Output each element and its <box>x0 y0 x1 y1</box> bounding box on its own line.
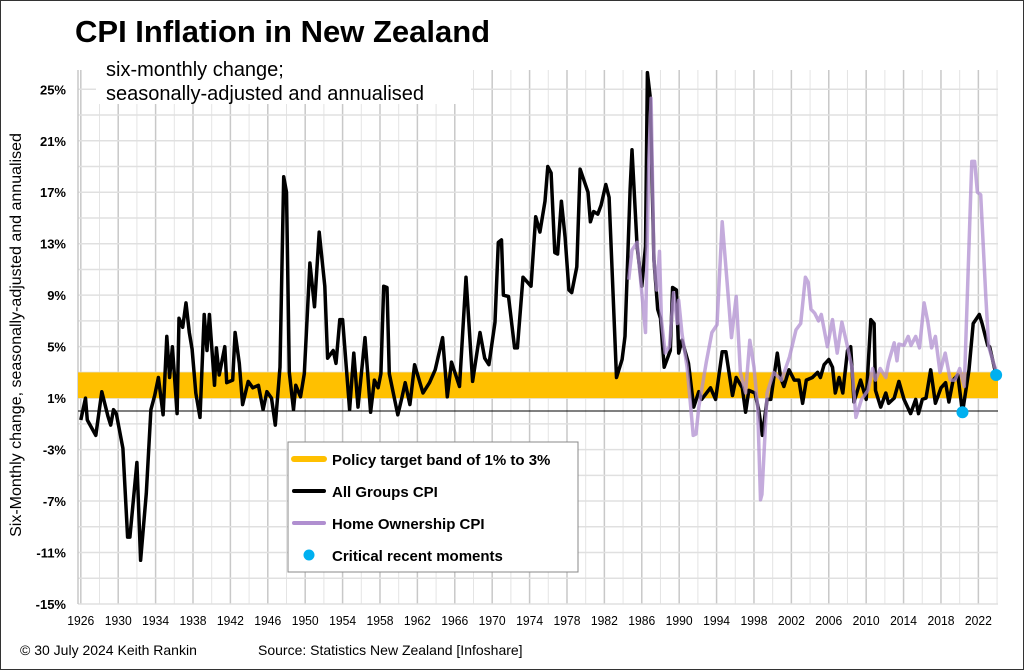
y-tick-label: -3% <box>43 443 67 458</box>
legend-label-band: Policy target band of 1% to 3% <box>332 452 550 469</box>
critical-moment-marker <box>990 368 1003 381</box>
x-tick-label: 1930 <box>105 613 132 628</box>
y-axis-label: Six-Monthly change, seasonally-adjusted … <box>8 133 25 537</box>
critical-moment-marker <box>956 406 969 419</box>
chart-subtitle-line-2: seasonally-adjusted and annualised <box>106 83 424 105</box>
chart-subtitle-line-1: six-monthly change; <box>106 59 284 81</box>
y-tick-label: 21% <box>40 134 66 149</box>
x-tick-label: 1934 <box>142 613 169 628</box>
x-tick-label: 1990 <box>666 613 693 628</box>
x-tick-label: 1982 <box>591 613 618 628</box>
x-tick-label: 2002 <box>778 613 805 628</box>
y-axis-ticks: 25% 21% 17% 13% 9% 5% 1% -3% -7% -11% -15% <box>36 82 67 612</box>
x-tick-label: 1962 <box>404 613 431 628</box>
legend-label-critical: Critical recent moments <box>332 548 503 565</box>
x-tick-label: 2010 <box>853 613 880 628</box>
series-lines <box>79 70 998 563</box>
x-tick-label: 2022 <box>965 613 992 628</box>
y-tick-label: -7% <box>43 494 67 509</box>
all-groups-cpi-line <box>79 70 998 563</box>
x-tick-label: 1942 <box>217 613 244 628</box>
x-tick-label: 1938 <box>180 613 207 628</box>
footer-source: Source: Statistics New Zealand [Infoshar… <box>258 642 523 658</box>
x-tick-label: 1986 <box>628 613 655 628</box>
legend-swatch-critical <box>303 549 315 561</box>
x-tick-label: 1974 <box>516 613 543 628</box>
y-tick-label: 17% <box>40 185 66 200</box>
x-tick-label: 2018 <box>927 613 954 628</box>
legend-label-home-ownership: Home Ownership CPI <box>332 516 485 533</box>
x-axis-ticks: 1926 1930 1934 1938 1942 1946 1950 1954 1958 1962… <box>67 613 992 628</box>
y-tick-label: -11% <box>36 546 66 561</box>
y-tick-label: 25% <box>40 82 66 97</box>
x-tick-label: 1946 <box>254 613 281 628</box>
y-tick-label: 5% <box>47 340 66 355</box>
legend-box <box>287 441 579 573</box>
y-tick-label: 13% <box>40 237 66 252</box>
critical-markers <box>956 368 1003 419</box>
x-tick-label: 1966 <box>441 613 468 628</box>
x-tick-label: 1998 <box>740 613 767 628</box>
x-tick-label: 1994 <box>703 613 730 628</box>
x-tick-label: 1978 <box>553 613 580 628</box>
subtitle-background <box>96 54 471 104</box>
x-tick-label: 1954 <box>329 613 356 628</box>
x-tick-label: 2014 <box>890 613 917 628</box>
legend: Policy target band of 1% to 3% All Group… <box>287 441 579 573</box>
home-ownership-cpi-line <box>626 96 998 502</box>
legend-label-all-groups: All Groups CPI <box>332 484 438 501</box>
y-tick-label: 1% <box>47 391 66 406</box>
footer-copyright: © 30 July 2024 Keith Rankin <box>20 642 197 658</box>
y-tick-label: -15% <box>36 597 67 612</box>
chart-title: CPI Inflation in New Zealand <box>75 14 490 49</box>
x-tick-label: 1926 <box>67 613 94 628</box>
x-tick-label: 1970 <box>479 613 506 628</box>
x-tick-label: 2006 <box>815 613 842 628</box>
x-tick-label: 1958 <box>366 613 393 628</box>
x-tick-label: 1950 <box>292 613 319 628</box>
y-tick-label: 9% <box>47 288 66 303</box>
